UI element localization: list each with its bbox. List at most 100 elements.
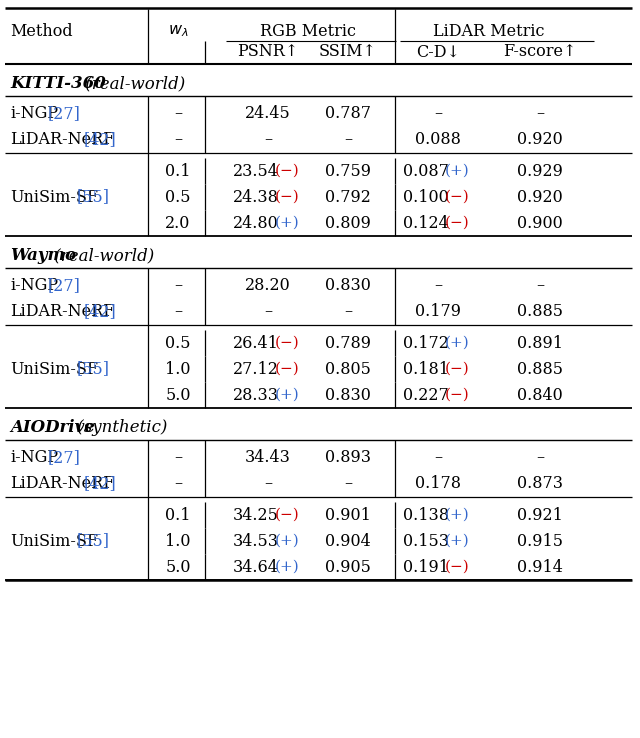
Text: 0.920: 0.920 bbox=[517, 188, 563, 205]
Text: [27]: [27] bbox=[48, 106, 81, 123]
Text: (−): (−) bbox=[445, 362, 469, 376]
Text: (+): (+) bbox=[275, 388, 300, 402]
Text: 0.915: 0.915 bbox=[517, 533, 563, 550]
Text: 0.153: 0.153 bbox=[403, 533, 449, 550]
Text: 0.904: 0.904 bbox=[325, 533, 371, 550]
Text: –: – bbox=[174, 449, 182, 466]
Text: [55]: [55] bbox=[77, 533, 110, 550]
Text: 0.787: 0.787 bbox=[325, 106, 371, 123]
Text: F-score↑: F-score↑ bbox=[503, 44, 577, 61]
Text: UniSim-SF: UniSim-SF bbox=[10, 533, 98, 550]
Text: (−): (−) bbox=[275, 362, 300, 376]
Text: (−): (−) bbox=[275, 164, 300, 178]
Text: 34.25: 34.25 bbox=[233, 506, 279, 523]
Text: 0.792: 0.792 bbox=[325, 188, 371, 205]
Text: (−): (−) bbox=[445, 388, 469, 402]
Text: (+): (+) bbox=[445, 164, 469, 178]
Text: 1.0: 1.0 bbox=[165, 360, 191, 378]
Text: 0.5: 0.5 bbox=[165, 334, 191, 351]
Text: 0.885: 0.885 bbox=[517, 360, 563, 378]
Text: 0.172: 0.172 bbox=[403, 334, 449, 351]
Text: 0.873: 0.873 bbox=[517, 475, 563, 492]
Text: (real-world): (real-world) bbox=[80, 75, 186, 92]
Text: 0.891: 0.891 bbox=[517, 334, 563, 351]
Text: LiDAR-NeRF: LiDAR-NeRF bbox=[10, 475, 115, 492]
Text: [55]: [55] bbox=[77, 188, 110, 205]
Text: –: – bbox=[536, 106, 544, 123]
Text: 24.45: 24.45 bbox=[245, 106, 291, 123]
Text: (real-world): (real-world) bbox=[49, 247, 154, 264]
Text: 27.12: 27.12 bbox=[233, 360, 279, 378]
Text: 2.0: 2.0 bbox=[165, 215, 191, 232]
Text: 0.178: 0.178 bbox=[415, 475, 461, 492]
Text: PSNR↑: PSNR↑ bbox=[237, 44, 299, 61]
Text: –: – bbox=[344, 303, 352, 320]
Text: 0.921: 0.921 bbox=[517, 506, 563, 523]
Text: –: – bbox=[434, 449, 442, 466]
Text: 34.53: 34.53 bbox=[233, 533, 279, 550]
Text: i-NGP: i-NGP bbox=[10, 106, 58, 123]
Text: [42]: [42] bbox=[84, 131, 116, 148]
Text: (+): (+) bbox=[445, 336, 469, 350]
Text: –: – bbox=[174, 475, 182, 492]
Text: [27]: [27] bbox=[48, 449, 81, 466]
Text: 5.0: 5.0 bbox=[165, 387, 191, 404]
Text: (−): (−) bbox=[275, 190, 300, 204]
Text: [55]: [55] bbox=[77, 360, 110, 378]
Text: 0.087: 0.087 bbox=[403, 162, 449, 179]
Text: 0.789: 0.789 bbox=[325, 334, 371, 351]
Text: 0.124: 0.124 bbox=[403, 215, 449, 232]
Text: [42]: [42] bbox=[84, 303, 116, 320]
Text: 0.179: 0.179 bbox=[415, 303, 461, 320]
Text: 0.905: 0.905 bbox=[325, 559, 371, 576]
Text: (−): (−) bbox=[275, 336, 300, 350]
Text: 0.088: 0.088 bbox=[415, 131, 461, 148]
Text: Method: Method bbox=[10, 22, 72, 40]
Text: –: – bbox=[264, 303, 272, 320]
Text: 0.914: 0.914 bbox=[517, 559, 563, 576]
Text: AIODrive: AIODrive bbox=[10, 419, 95, 436]
Text: LiDAR-NeRF: LiDAR-NeRF bbox=[10, 303, 115, 320]
Text: RGB Metric: RGB Metric bbox=[260, 22, 356, 40]
Text: (+): (+) bbox=[445, 534, 469, 548]
Text: –: – bbox=[174, 131, 182, 148]
Text: 0.805: 0.805 bbox=[325, 360, 371, 378]
Text: 24.38: 24.38 bbox=[233, 188, 279, 205]
Text: (+): (+) bbox=[275, 216, 300, 230]
Text: 0.191: 0.191 bbox=[403, 559, 449, 576]
Text: 24.80: 24.80 bbox=[233, 215, 278, 232]
Text: [42]: [42] bbox=[84, 475, 116, 492]
Text: (−): (−) bbox=[445, 216, 469, 230]
Text: (+): (+) bbox=[275, 560, 300, 574]
Text: SSIM↑: SSIM↑ bbox=[319, 44, 377, 61]
Text: KITTI-360: KITTI-360 bbox=[10, 75, 106, 92]
Text: 0.100: 0.100 bbox=[403, 188, 449, 205]
Text: 0.181: 0.181 bbox=[403, 360, 449, 378]
Text: Waymo: Waymo bbox=[10, 247, 76, 264]
Text: 0.5: 0.5 bbox=[165, 188, 191, 205]
Text: –: – bbox=[344, 131, 352, 148]
Text: $w_\lambda$: $w_\lambda$ bbox=[168, 22, 188, 40]
Text: 0.893: 0.893 bbox=[325, 449, 371, 466]
Text: 0.1: 0.1 bbox=[165, 506, 191, 523]
Text: –: – bbox=[174, 106, 182, 123]
Text: –: – bbox=[174, 303, 182, 320]
Text: C-D↓: C-D↓ bbox=[416, 44, 460, 61]
Text: –: – bbox=[536, 277, 544, 294]
Text: 23.54: 23.54 bbox=[233, 162, 279, 179]
Text: 0.227: 0.227 bbox=[403, 387, 449, 404]
Text: 0.1: 0.1 bbox=[165, 162, 191, 179]
Text: 34.64: 34.64 bbox=[233, 559, 279, 576]
Text: (synthetic): (synthetic) bbox=[72, 419, 168, 436]
Text: UniSim-SF: UniSim-SF bbox=[10, 188, 98, 205]
Text: –: – bbox=[264, 131, 272, 148]
Text: [27]: [27] bbox=[48, 277, 81, 294]
Text: –: – bbox=[434, 106, 442, 123]
Text: i-NGP: i-NGP bbox=[10, 277, 58, 294]
Text: 0.809: 0.809 bbox=[325, 215, 371, 232]
Text: –: – bbox=[344, 475, 352, 492]
Text: 0.900: 0.900 bbox=[517, 215, 563, 232]
Text: 28.33: 28.33 bbox=[233, 387, 279, 404]
Text: 0.138: 0.138 bbox=[403, 506, 449, 523]
Text: UniSim-SF: UniSim-SF bbox=[10, 360, 98, 378]
